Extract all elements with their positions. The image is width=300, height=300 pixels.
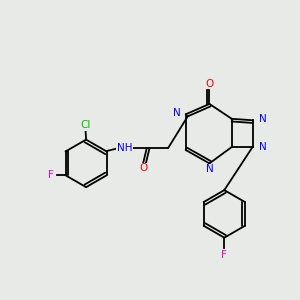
Text: N: N bbox=[259, 114, 267, 124]
Text: NH: NH bbox=[117, 143, 132, 153]
Text: N: N bbox=[206, 164, 213, 174]
Text: N: N bbox=[259, 142, 267, 152]
Text: N: N bbox=[173, 108, 181, 118]
Text: Cl: Cl bbox=[80, 120, 91, 130]
Text: F: F bbox=[48, 170, 54, 180]
Text: F: F bbox=[221, 250, 227, 260]
Text: O: O bbox=[139, 163, 147, 173]
Text: O: O bbox=[205, 79, 214, 89]
